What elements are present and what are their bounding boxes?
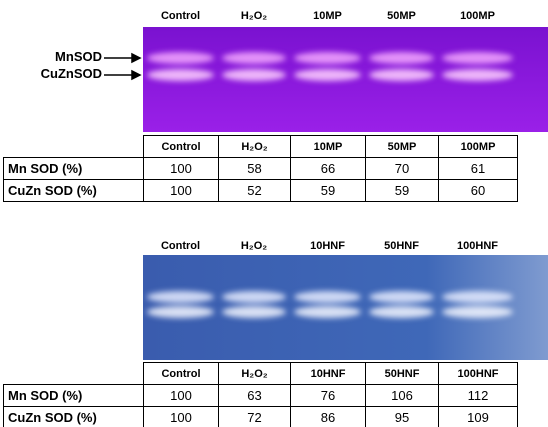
gel-band [147,69,214,81]
table-header-cell: H₂O₂ [218,135,291,158]
gel-band [222,291,286,303]
table-cell: 63 [218,384,291,407]
table-header-cell: 100MP [438,135,518,158]
table-cell: 52 [218,179,291,202]
gel-band [442,291,513,303]
table-cell: 59 [290,179,366,202]
gel-band [147,291,214,303]
lane-label: H₂O₂ [218,240,290,252]
table-header-cell: 50MP [365,135,439,158]
table-cell: 106 [365,384,439,407]
row-label: Mn SOD (%) [3,384,144,407]
figure: ControlH₂O₂10MP50MP100MPMnSODCuZnSODCont… [0,0,548,427]
lane-label: H₂O₂ [218,10,290,22]
table-cell: 112 [438,384,518,407]
gel-band [294,306,361,318]
table-cell: 100 [143,406,219,427]
gel-band [442,69,513,81]
gel-band [222,52,286,64]
table-cell: 86 [290,406,366,427]
lane-label: 10MP [290,10,365,22]
lane-label: Control [143,240,218,252]
lane-label: 10HNF [290,240,365,252]
table-cell: 72 [218,406,291,427]
table-cell: 61 [438,157,518,180]
gel-band [294,69,361,81]
table-cell: 66 [290,157,366,180]
table-header-cell: 100HNF [438,362,518,385]
table-cell: 109 [438,406,518,427]
gel-band [222,306,286,318]
gel-band [147,306,214,318]
gel-band [442,52,513,64]
arrows [104,54,140,79]
table-header-cell: H₂O₂ [218,362,291,385]
table-cell: 100 [143,179,219,202]
table-cell: 100 [143,384,219,407]
lane-label: 50MP [365,10,438,22]
lane-label: Control [143,10,218,22]
gel-band [147,52,214,64]
row-label: CuZn SOD (%) [3,406,144,427]
gel-band [442,306,513,318]
table-header-cell: Control [143,135,219,158]
gel-band [369,306,434,318]
table-cell: 60 [438,179,518,202]
table-cell: 70 [365,157,439,180]
band-label: CuZnSOD [41,66,102,81]
gel-band [222,69,286,81]
table-header-cell: Control [143,362,219,385]
table-cell: 100 [143,157,219,180]
table-header-cell: 50HNF [365,362,439,385]
table-cell: 58 [218,157,291,180]
gel-band [294,52,361,64]
lane-label: 100HNF [438,240,517,252]
row-label: CuZn SOD (%) [3,179,144,202]
gel-band [369,52,434,64]
table-cell: 95 [365,406,439,427]
table-header-cell: 10MP [290,135,366,158]
lane-label: 100MP [438,10,517,22]
table-cell: 59 [365,179,439,202]
row-label: Mn SOD (%) [3,157,144,180]
gel-band [369,69,434,81]
table-cell: 76 [290,384,366,407]
band-label: MnSOD [55,49,102,64]
gel-band [369,291,434,303]
gel-band [294,291,361,303]
lane-label: 50HNF [365,240,438,252]
table-header-cell: 10HNF [290,362,366,385]
